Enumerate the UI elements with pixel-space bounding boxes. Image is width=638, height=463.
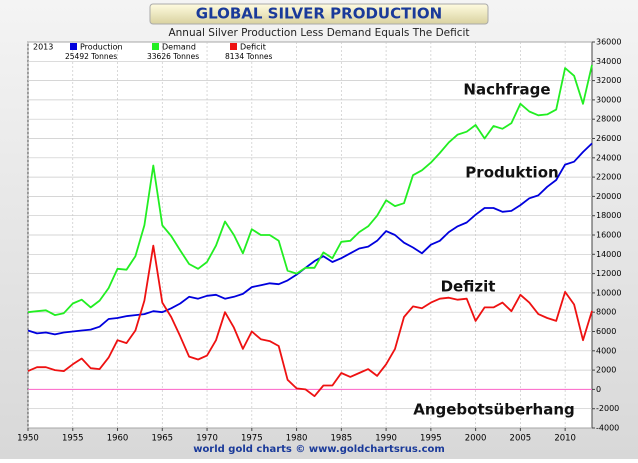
x-tick-label: 1950 bbox=[17, 434, 39, 444]
chart-title: GLOBAL SILVER PRODUCTION bbox=[196, 5, 442, 23]
legend-value: 33626 Tonnes bbox=[147, 52, 199, 61]
y-tick-label: -2000 bbox=[596, 404, 619, 413]
x-tick-label: 1995 bbox=[420, 434, 442, 444]
legend-label: Demand bbox=[162, 43, 196, 52]
y-tick-label: 16000 bbox=[596, 231, 621, 240]
x-tick-label: 2005 bbox=[510, 434, 532, 444]
legend-label: Production bbox=[80, 43, 123, 52]
y-tick-label: 8000 bbox=[596, 308, 616, 317]
x-tick-label: 1960 bbox=[107, 434, 129, 444]
annotation: Produktion bbox=[465, 164, 558, 182]
legend-swatch bbox=[152, 43, 159, 50]
y-tick-label: 6000 bbox=[596, 327, 616, 336]
legend-year: 2013 bbox=[33, 43, 53, 52]
y-tick-label: 34000 bbox=[596, 57, 621, 66]
y-tick-label: 2000 bbox=[596, 366, 616, 375]
annotation: Nachfrage bbox=[463, 81, 550, 99]
x-tick-label: 1985 bbox=[331, 434, 353, 444]
y-tick-label: 28000 bbox=[596, 115, 621, 124]
chart-subtitle: Annual Silver Production Less Demand Equ… bbox=[168, 27, 469, 39]
title-box bbox=[149, 3, 489, 25]
y-tick-label: 26000 bbox=[596, 134, 621, 143]
legend-swatch bbox=[70, 43, 77, 50]
x-tick-label: 1975 bbox=[241, 434, 263, 444]
series-line bbox=[27, 142, 593, 336]
y-tick-label: 24000 bbox=[596, 153, 621, 162]
y-tick-label: 4000 bbox=[596, 346, 616, 355]
x-tick-label: 1955 bbox=[62, 434, 84, 444]
x-tick-label: 1990 bbox=[375, 434, 397, 444]
annotation: Angebotsüberhang bbox=[413, 401, 575, 419]
y-tick-label: 36000 bbox=[596, 38, 621, 47]
y-tick-label: 20000 bbox=[596, 192, 621, 201]
legend-label: Deficit bbox=[240, 43, 266, 52]
y-tick-label: 22000 bbox=[596, 173, 621, 182]
x-tick-label: 2000 bbox=[465, 434, 487, 444]
x-tick-label: 1965 bbox=[151, 434, 173, 444]
series-line bbox=[27, 64, 593, 317]
y-tick-label: 0 bbox=[596, 385, 601, 394]
y-tick-label: 18000 bbox=[596, 211, 621, 220]
legend-value: 25492 Tonnes bbox=[65, 52, 117, 61]
series-line bbox=[27, 244, 593, 398]
y-tick-label: 32000 bbox=[596, 76, 621, 85]
annotation: Defizit bbox=[441, 278, 496, 296]
y-tick-label: 14000 bbox=[596, 250, 621, 259]
x-tick-label: 1980 bbox=[286, 434, 308, 444]
x-tick-label: 1970 bbox=[196, 434, 218, 444]
y-tick-label: -4000 bbox=[596, 424, 619, 433]
x-tick-label: 2010 bbox=[554, 434, 576, 444]
y-tick-label: 12000 bbox=[596, 269, 621, 278]
legend-swatch bbox=[230, 43, 237, 50]
legend-value: 8134 Tonnes bbox=[225, 52, 272, 61]
y-tick-label: 30000 bbox=[596, 95, 621, 104]
y-tick-label: 10000 bbox=[596, 288, 621, 297]
source: world gold charts © www.goldchartsrus.co… bbox=[193, 444, 445, 455]
